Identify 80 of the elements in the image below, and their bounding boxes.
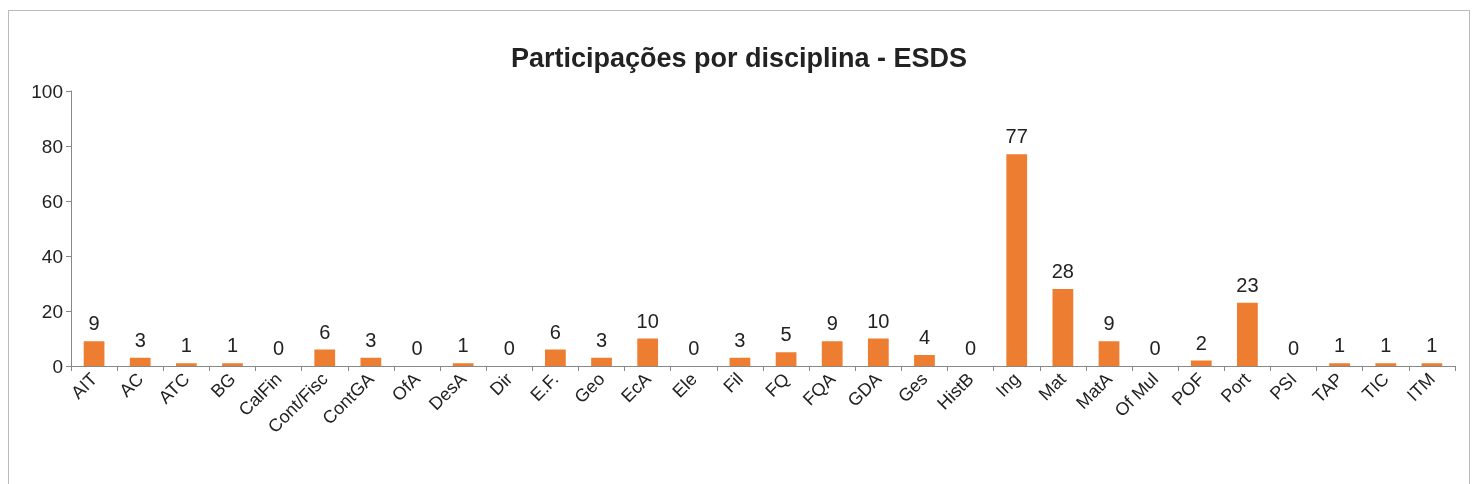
y-tick-label: 20 (41, 300, 63, 322)
x-tick-label: Fil (719, 368, 747, 397)
bar (1006, 154, 1028, 366)
data-label: 28 (1051, 260, 1074, 282)
y-tick-label: 100 (31, 80, 63, 102)
data-label: 1 (457, 334, 469, 357)
x-tick-label: TIC (1358, 368, 1393, 404)
bar (821, 341, 843, 366)
y-tick-label: 0 (52, 355, 63, 377)
data-label: 10 (867, 309, 890, 332)
data-label: 0 (503, 337, 515, 359)
x-tick-label: Ing (991, 368, 1024, 401)
x-tick-label: Mat (1034, 368, 1070, 405)
x-tick-label: EcA (617, 368, 655, 407)
x-tick-label: OfA (388, 368, 425, 405)
data-label: 3 (134, 328, 146, 351)
bar (867, 338, 889, 366)
bar (452, 363, 474, 366)
bar (360, 357, 382, 366)
bar (129, 357, 151, 366)
data-label: 6 (549, 320, 561, 343)
x-tick-label: TAP (1308, 368, 1347, 407)
bar (1052, 289, 1074, 366)
x-tick-label: PSI (1265, 368, 1301, 404)
data-label: 0 (1287, 337, 1300, 359)
data-label: 0 (411, 337, 423, 359)
data-label: 0 (965, 337, 977, 359)
x-tick-label: Ele (668, 368, 701, 402)
bar (1237, 302, 1258, 366)
data-label: 10 (636, 309, 659, 332)
data-label: 9 (88, 312, 100, 335)
bar (775, 352, 797, 366)
bar (1190, 360, 1212, 366)
data-label: 0 (1149, 337, 1161, 359)
x-tick-label: FQ (761, 368, 794, 401)
bar (914, 355, 935, 366)
data-label: 1 (1334, 334, 1346, 357)
data-label: 3 (365, 328, 377, 351)
data-label: 6 (319, 320, 331, 343)
x-tick-label: Ges (894, 368, 932, 407)
data-label: 23 (1236, 273, 1259, 296)
data-label: 2 (1195, 331, 1207, 354)
x-tick-label: GDA (843, 368, 886, 411)
bar (1329, 363, 1351, 366)
bar (591, 357, 612, 366)
data-label: 3 (595, 328, 608, 351)
bar (1098, 341, 1120, 366)
bar (729, 357, 751, 366)
x-tick-label: Port (1217, 368, 1255, 407)
y-tick-label: 80 (41, 135, 63, 157)
x-tick-label: ITM (1402, 368, 1439, 405)
data-label: 1 (180, 334, 192, 357)
bar (545, 349, 566, 366)
data-label: 77 (1005, 125, 1028, 148)
bar (83, 341, 105, 366)
bar (314, 349, 336, 366)
data-label: 1 (1426, 334, 1438, 357)
data-label: 1 (1380, 334, 1392, 357)
bar (1375, 363, 1397, 366)
data-label: 4 (918, 326, 931, 348)
data-label: 1 (226, 334, 239, 357)
bar (637, 338, 659, 366)
data-label: 5 (780, 323, 792, 346)
y-tick-label: 60 (41, 190, 63, 212)
chart-title: Participações por disciplina - ESDS (510, 42, 968, 73)
bar (222, 363, 243, 366)
data-label: 3 (734, 328, 746, 351)
x-tick-label: AIT (67, 368, 102, 403)
x-tick-label: E.F. (526, 368, 563, 405)
bar (1421, 363, 1443, 366)
data-label: 0 (273, 337, 285, 359)
x-tick-label: BG (207, 368, 240, 402)
x-tick-label: Dir (485, 368, 517, 400)
x-tick-label: Geo (570, 368, 609, 408)
data-label: 0 (688, 337, 700, 359)
data-label: 9 (1103, 312, 1115, 335)
y-tick-label: 40 (41, 245, 63, 267)
x-tick-label: AC (115, 368, 148, 401)
data-label: 9 (826, 312, 838, 335)
bar (175, 363, 197, 366)
